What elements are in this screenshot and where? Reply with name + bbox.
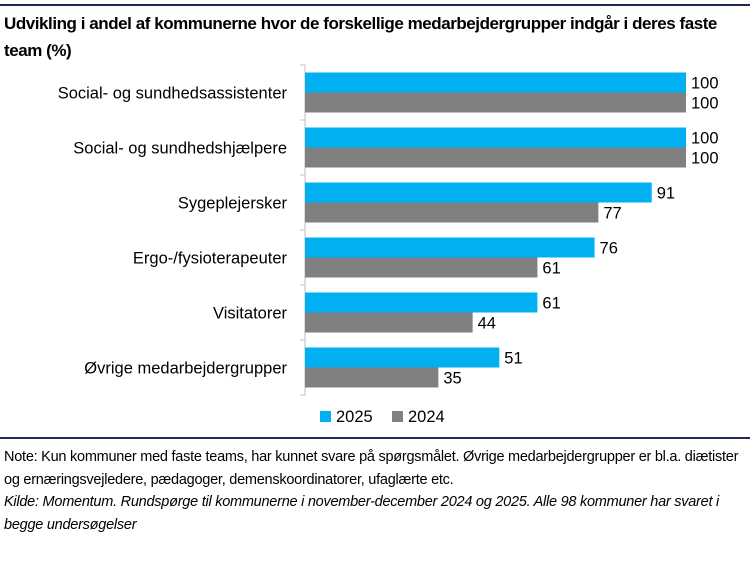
- data-label: 76: [600, 240, 618, 258]
- data-label: 44: [478, 315, 496, 333]
- data-label: 51: [504, 350, 522, 368]
- bar-2024: [305, 367, 439, 388]
- bar-2025: [305, 237, 595, 258]
- legend-label: 2024: [408, 408, 445, 426]
- data-label: 100: [691, 130, 719, 148]
- data-label: 91: [657, 185, 675, 203]
- legend-swatch-2025: [320, 411, 331, 422]
- category-label: Øvrige medarbejdergrupper: [84, 360, 287, 378]
- notes: Note: Kun kommuner med faste teams, har …: [4, 446, 748, 536]
- bottom-rule: [0, 437, 750, 439]
- bar-2025: [305, 347, 500, 368]
- category-label: Social- og sundhedsassistenter: [58, 85, 288, 103]
- legend-label: 2025: [336, 408, 373, 426]
- chart-title: Udvikling i andel af kommunerne hvor de …: [4, 14, 717, 60]
- bar-2025: [305, 127, 686, 148]
- bar-2024: [305, 92, 686, 113]
- bar-2025: [305, 292, 538, 313]
- bar-2024: [305, 147, 686, 168]
- category-label: Social- og sundhedshjælpere: [73, 140, 287, 158]
- note-text: Note: Kun kommuner med faste teams, har …: [4, 449, 739, 488]
- bar-2025: [305, 182, 652, 203]
- bar-2025: [305, 72, 686, 93]
- data-label: 100: [691, 150, 719, 168]
- bar-2024: [305, 257, 538, 278]
- top-rule: [0, 4, 750, 6]
- data-label: 61: [542, 260, 560, 278]
- data-label: 61: [542, 295, 560, 313]
- category-label: Ergo-/fysioterapeuter: [133, 250, 288, 268]
- data-label: 77: [603, 205, 621, 223]
- bar-2024: [305, 312, 473, 333]
- category-label: Visitatorer: [213, 305, 287, 323]
- source-text: Kilde: Momentum. Rundspørge til kommuner…: [4, 494, 719, 533]
- category-label: Sygeplejersker: [178, 195, 288, 213]
- data-label: 35: [443, 370, 461, 388]
- bar-2024: [305, 202, 599, 223]
- bar-chart: Social- og sundhedsassistenter 100 100 Soci…: [58, 64, 719, 426]
- data-label: 100: [691, 75, 719, 93]
- legend-swatch-2024: [392, 411, 403, 422]
- data-label: 100: [691, 95, 719, 113]
